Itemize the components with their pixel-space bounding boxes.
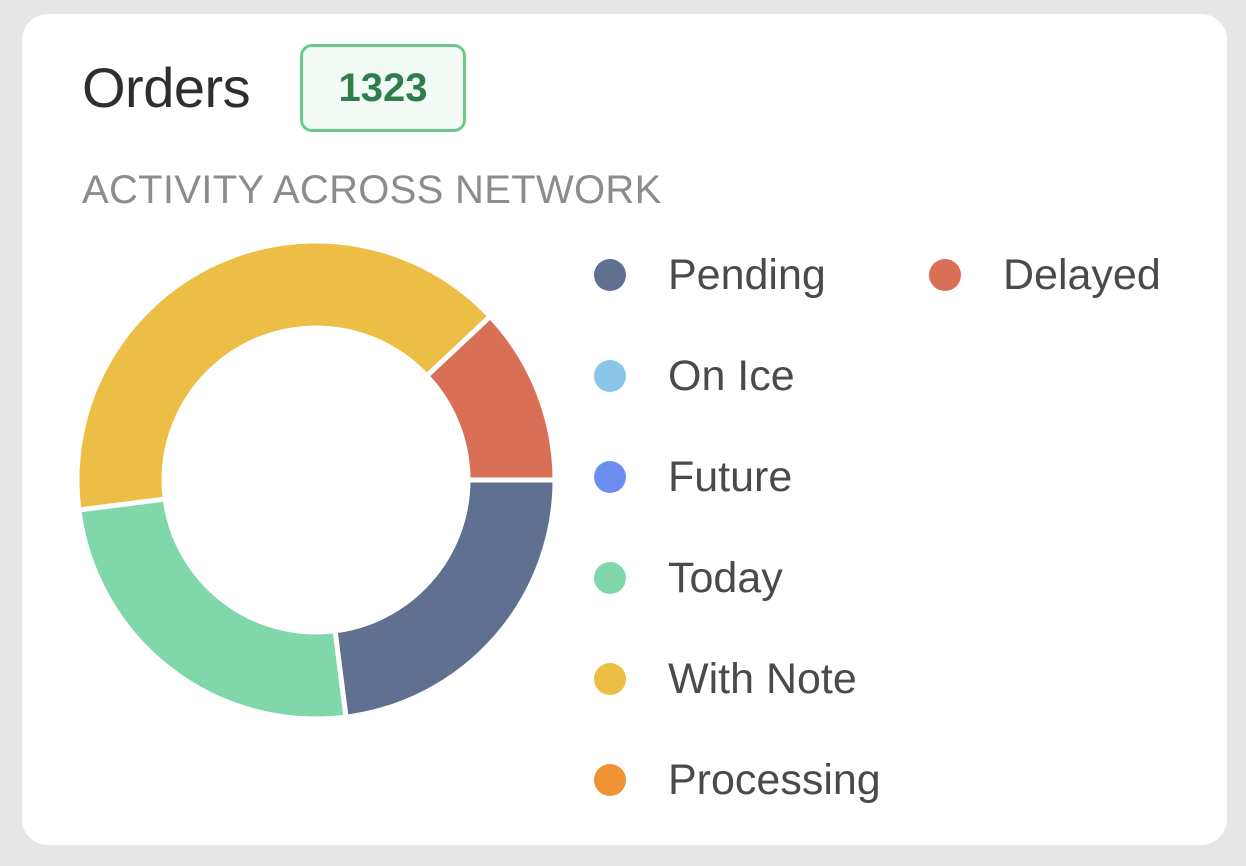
legend-label: Future	[668, 453, 793, 501]
legend-item-pending[interactable]: Pending	[594, 250, 826, 300]
donut-slice-today[interactable]	[76, 496, 349, 722]
donut-slice-pending[interactable]	[332, 477, 558, 720]
card-title: Orders	[82, 56, 251, 119]
legend-label: With Note	[668, 655, 857, 703]
legend-dot-icon	[594, 663, 626, 695]
legend-label: Today	[668, 554, 783, 602]
legend-label: Pending	[668, 251, 826, 299]
legend-label: Processing	[668, 756, 881, 804]
card-subtitle: ACTIVITY ACROSS NETWORK	[82, 168, 662, 212]
donut-slice-with-note[interactable]	[74, 238, 494, 513]
legend-label: On Ice	[668, 352, 795, 400]
legend-dot-icon	[929, 259, 961, 291]
orders-donut-chart	[74, 238, 558, 722]
legend-dot-icon	[594, 461, 626, 493]
legend-item-on-ice[interactable]: On Ice	[594, 351, 795, 401]
legend-dot-icon	[594, 360, 626, 392]
legend-item-processing[interactable]: Processing	[594, 755, 881, 805]
legend-item-today[interactable]: Today	[594, 553, 783, 603]
orders-card: Orders 1323 ACTIVITY ACROSS NETWORK Pend…	[22, 14, 1227, 845]
legend-item-delayed[interactable]: Delayed	[929, 250, 1161, 300]
legend-dot-icon	[594, 259, 626, 291]
legend-dot-icon	[594, 562, 626, 594]
legend-item-future[interactable]: Future	[594, 452, 792, 502]
legend-item-with-note[interactable]: With Note	[594, 654, 857, 704]
donut-slice-delayed[interactable]	[423, 312, 558, 483]
legend-label: Delayed	[1003, 251, 1161, 299]
legend-dot-icon	[594, 764, 626, 796]
orders-count-badge: 1323	[300, 44, 466, 132]
